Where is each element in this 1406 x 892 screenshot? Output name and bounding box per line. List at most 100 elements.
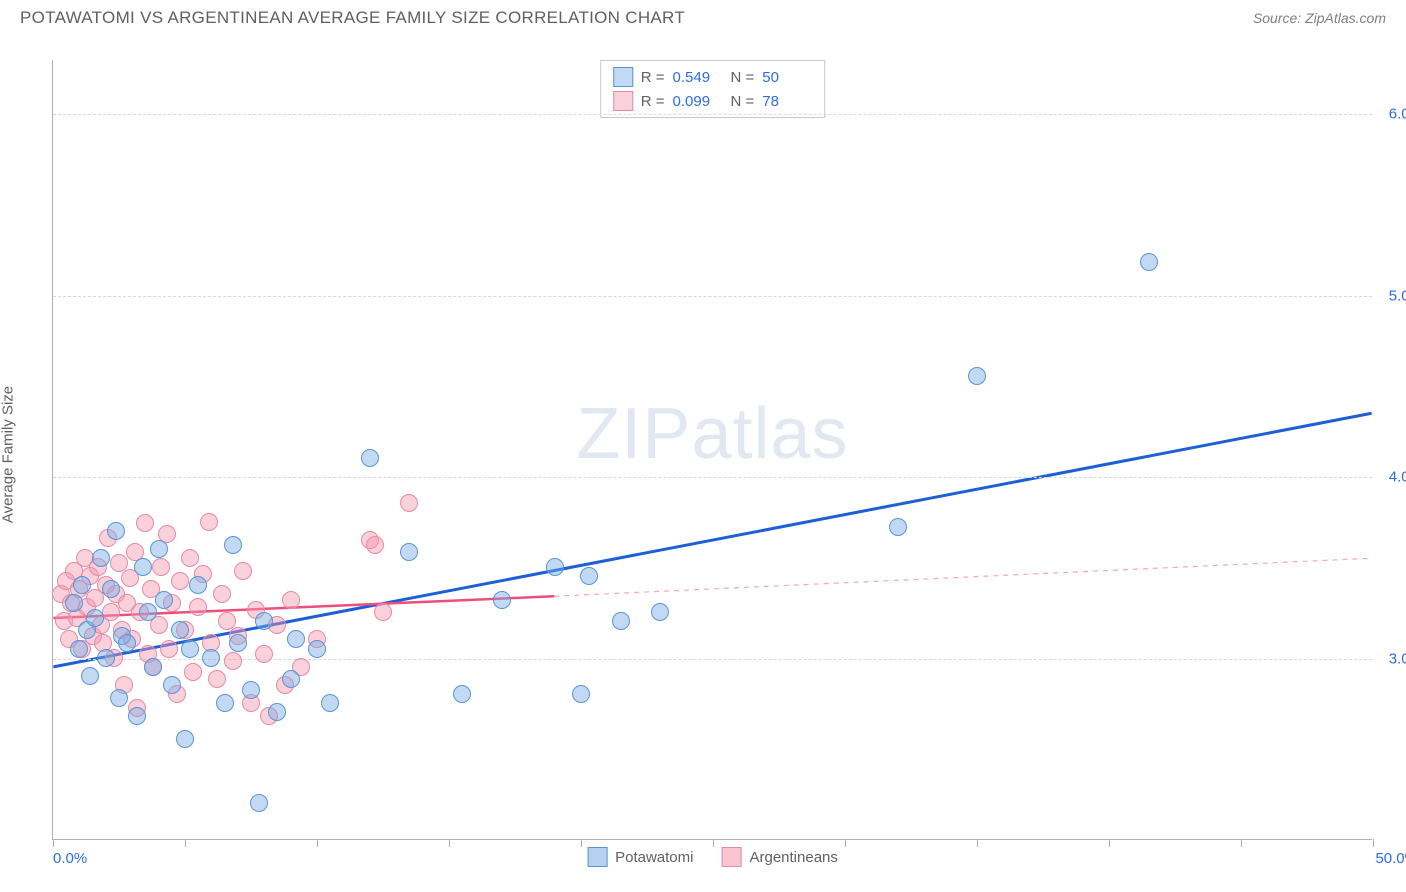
data-point: [136, 514, 154, 532]
data-point: [181, 640, 199, 658]
data-point: [73, 576, 91, 594]
data-point: [128, 707, 146, 725]
chart-header: POTAWATOMI VS ARGENTINEAN AVERAGE FAMILY…: [0, 0, 1406, 32]
data-point: [155, 591, 173, 609]
data-point: [184, 663, 202, 681]
data-point: [287, 630, 305, 648]
data-point: [224, 652, 242, 670]
data-point: [189, 576, 207, 594]
data-point: [150, 540, 168, 558]
n-label: N =: [731, 93, 755, 110]
data-point: [97, 649, 115, 667]
data-point: [651, 603, 669, 621]
legend-swatch: [613, 91, 633, 111]
data-point: [889, 518, 907, 536]
data-point: [144, 658, 162, 676]
r-value: 0.549: [673, 69, 723, 86]
legend-swatch: [721, 847, 741, 867]
y-tick-label: 5.00: [1389, 287, 1406, 304]
data-point: [255, 612, 273, 630]
chart-title: POTAWATOMI VS ARGENTINEAN AVERAGE FAMILY…: [20, 8, 685, 28]
data-point: [92, 549, 110, 567]
scatter-chart: ZIPatlas R =0.549N =50R =0.099N =78 Pota…: [52, 60, 1372, 840]
series-legend-item: Potawatomi: [587, 847, 693, 867]
data-point: [400, 543, 418, 561]
x-tick: [581, 839, 582, 847]
n-value: 50: [762, 69, 812, 86]
x-tick: [317, 839, 318, 847]
data-point: [255, 645, 273, 663]
n-value: 78: [762, 93, 812, 110]
series-legend-label: Potawatomi: [615, 849, 693, 866]
data-point: [200, 513, 218, 531]
data-point: [234, 562, 252, 580]
legend-swatch: [613, 67, 633, 87]
series-legend-label: Argentineans: [749, 849, 837, 866]
y-tick-label: 3.00: [1389, 650, 1406, 667]
watermark-text: ZIPatlas: [576, 393, 848, 475]
legend-swatch: [587, 847, 607, 867]
data-point: [321, 694, 339, 712]
trend-lines-layer: [53, 60, 1372, 839]
data-point: [139, 603, 157, 621]
series-legend-item: Argentineans: [721, 847, 837, 867]
data-point: [282, 591, 300, 609]
series-legend: Potawatomi Argentineans: [587, 847, 838, 867]
chart-source: Source: ZipAtlas.com: [1253, 10, 1386, 26]
x-tick: [713, 839, 714, 847]
data-point: [546, 558, 564, 576]
data-point: [171, 572, 189, 590]
data-point: [163, 676, 181, 694]
data-point: [968, 367, 986, 385]
data-point: [110, 689, 128, 707]
data-point: [282, 670, 300, 688]
data-point: [86, 609, 104, 627]
data-point: [572, 685, 590, 703]
data-point: [268, 703, 286, 721]
data-point: [242, 681, 260, 699]
data-point: [171, 621, 189, 639]
data-point: [134, 558, 152, 576]
x-tick: [1109, 839, 1110, 847]
data-point: [213, 585, 231, 603]
x-tick: [1241, 839, 1242, 847]
correlation-legend-row: R =0.099N =78: [613, 89, 813, 113]
data-point: [229, 634, 247, 652]
gridline-h: [53, 114, 1372, 115]
data-point: [202, 649, 220, 667]
data-point: [374, 603, 392, 621]
x-axis-max-label: 50.0%: [1375, 850, 1406, 867]
data-point: [361, 449, 379, 467]
data-point: [152, 558, 170, 576]
data-point: [216, 694, 234, 712]
data-point: [160, 640, 178, 658]
trend-line-extension: [554, 558, 1371, 596]
gridline-h: [53, 477, 1372, 478]
trend-line: [53, 413, 1371, 667]
y-tick-label: 4.00: [1389, 469, 1406, 486]
n-label: N =: [731, 69, 755, 86]
data-point: [189, 598, 207, 616]
x-tick: [185, 839, 186, 847]
y-tick-label: 6.00: [1389, 106, 1406, 123]
correlation-legend: R =0.549N =50R =0.099N =78: [600, 60, 826, 118]
data-point: [65, 594, 83, 612]
data-point: [1140, 253, 1158, 271]
gridline-h: [53, 659, 1372, 660]
x-tick: [845, 839, 846, 847]
data-point: [118, 634, 136, 652]
data-point: [70, 640, 88, 658]
data-point: [308, 640, 326, 658]
data-point: [580, 567, 598, 585]
x-tick: [449, 839, 450, 847]
r-label: R =: [641, 93, 665, 110]
data-point: [400, 494, 418, 512]
data-point: [208, 670, 226, 688]
data-point: [493, 591, 511, 609]
data-point: [453, 685, 471, 703]
x-tick: [977, 839, 978, 847]
data-point: [181, 549, 199, 567]
x-axis-min-label: 0.0%: [53, 850, 87, 867]
x-tick: [1373, 839, 1374, 847]
correlation-legend-row: R =0.549N =50: [613, 65, 813, 89]
